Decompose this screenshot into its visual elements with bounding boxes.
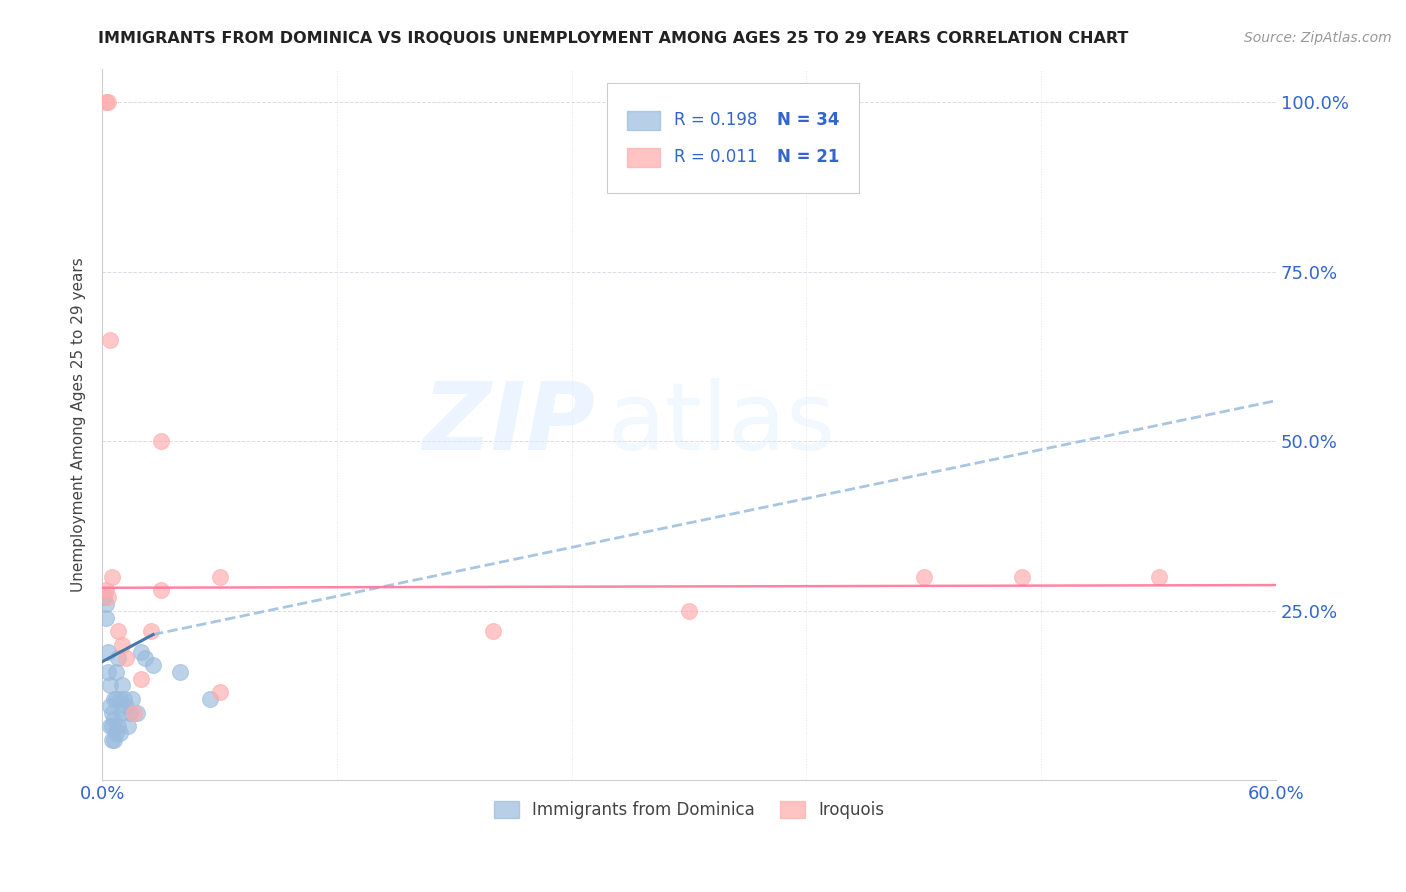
Point (149, 434, 172, 449)
Point (149, 583, 172, 598)
Point (97, 644, 120, 658)
FancyBboxPatch shape (607, 83, 859, 193)
Point (114, 651, 136, 665)
Point (98, 678, 121, 692)
Point (1147, 570, 1170, 584)
Text: Source: ZipAtlas.com: Source: ZipAtlas.com (1244, 31, 1392, 45)
Point (1011, 570, 1033, 584)
Point (111, 706, 134, 720)
Point (131, 644, 153, 658)
Point (103, 692, 125, 706)
Bar (627, 111, 659, 130)
Point (114, 698, 136, 713)
Point (142, 658, 165, 673)
Point (198, 692, 221, 706)
Point (103, 732, 125, 747)
Point (94, 610, 117, 624)
Point (101, 706, 124, 720)
Point (108, 726, 131, 740)
Point (127, 706, 149, 720)
Point (101, 570, 124, 584)
Point (131, 672, 153, 686)
Point (482, 624, 505, 639)
Point (122, 706, 145, 720)
Legend: Immigrants from Dominica, Iroquois: Immigrants from Dominica, Iroquois (488, 794, 891, 825)
Point (93, 591, 115, 605)
Point (98, 698, 121, 713)
Text: N = 34: N = 34 (778, 112, 839, 129)
Point (97, 665, 120, 679)
Text: R = 0.011: R = 0.011 (673, 148, 758, 167)
Point (912, 570, 935, 584)
Point (111, 638, 134, 652)
Point (107, 651, 129, 665)
Point (169, 665, 191, 679)
Point (121, 692, 143, 706)
Point (94, 95, 117, 110)
Point (139, 624, 162, 639)
Point (107, 719, 129, 733)
Text: atlas: atlas (607, 378, 835, 470)
Point (108, 692, 131, 706)
Point (94, 583, 117, 598)
Point (98, 333, 121, 347)
Point (103, 712, 125, 726)
Bar (627, 147, 659, 168)
Point (107, 624, 129, 639)
Point (112, 692, 135, 706)
Point (208, 685, 231, 699)
Point (101, 719, 124, 733)
Point (94, 597, 117, 611)
Point (97, 95, 120, 110)
Point (678, 604, 700, 618)
Text: R = 0.198: R = 0.198 (673, 112, 758, 129)
Text: IMMIGRANTS FROM DOMINICA VS IROQUOIS UNEMPLOYMENT AMONG AGES 25 TO 29 YEARS CORR: IMMIGRANTS FROM DOMINICA VS IROQUOIS UNE… (98, 31, 1129, 46)
Point (134, 651, 156, 665)
Point (104, 665, 127, 679)
Point (98, 719, 121, 733)
Point (111, 678, 134, 692)
Point (118, 706, 141, 720)
Point (104, 692, 127, 706)
Y-axis label: Unemployment Among Ages 25 to 29 years: Unemployment Among Ages 25 to 29 years (72, 257, 86, 591)
Point (97, 591, 120, 605)
Text: N = 21: N = 21 (778, 148, 839, 167)
Point (208, 570, 231, 584)
Point (104, 726, 127, 740)
Text: ZIP: ZIP (422, 378, 595, 470)
Point (101, 732, 124, 747)
Point (117, 719, 139, 733)
